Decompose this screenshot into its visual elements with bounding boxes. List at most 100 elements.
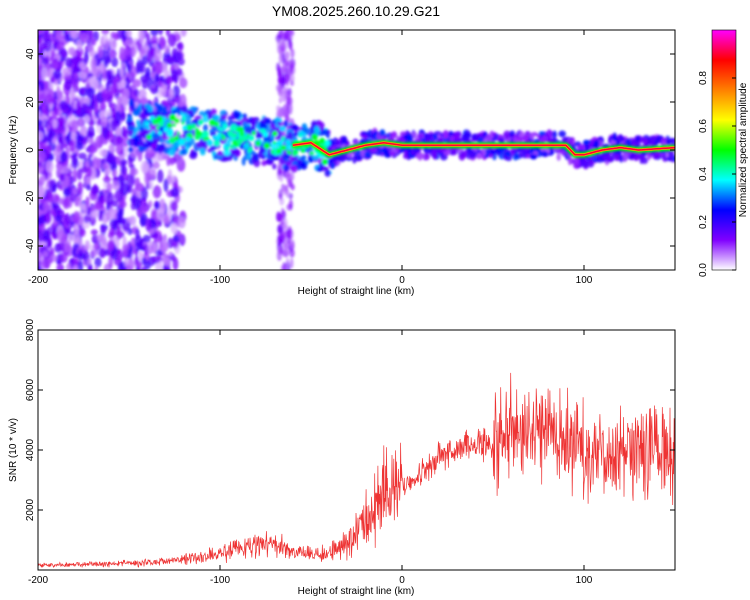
spectrogram-cell [129, 215, 137, 226]
spectrogram-cell [162, 241, 169, 251]
spectrogram-cell [56, 85, 61, 99]
spectrogram-cell [150, 30, 159, 37]
spectrogram-cell [64, 212, 71, 226]
spectrogram-cell [289, 73, 295, 83]
x-tick-label: -200 [28, 275, 48, 286]
spectrogram-cell [112, 168, 118, 178]
spectrogram-cell [476, 152, 482, 160]
spectrogram-cell [210, 108, 217, 116]
spectrogram-cell [41, 67, 48, 80]
spectrogram-cell [311, 155, 320, 160]
spectrogram-cell [89, 145, 98, 153]
y-tick-label: 2000 [25, 498, 36, 521]
spectrogram-cell [529, 154, 538, 160]
spectrogram-cell [182, 125, 188, 131]
spectrogram-cell [168, 157, 175, 166]
spectrogram-cell [57, 229, 66, 244]
spectrogram-cell [176, 131, 180, 135]
spectrogram-cell [185, 143, 190, 150]
spectrogram-cell [63, 242, 72, 253]
spectrogram-cell [248, 135, 255, 142]
spectrogram-cell [540, 150, 549, 157]
spectrogram-cell [538, 131, 545, 136]
spectrogram-cell [88, 263, 93, 270]
spectrogram-cell [225, 146, 230, 151]
spectrogram-cell [145, 122, 149, 126]
spectrogram-cell [94, 100, 99, 114]
spectrogram-cell [529, 133, 535, 138]
spectrogram-cell [281, 63, 286, 74]
spectrogram-cell [120, 111, 126, 122]
spectrogram-cell [262, 131, 269, 138]
spectrogram-cell [290, 164, 298, 173]
spectrogram-cell [248, 146, 253, 152]
spectrogram-cell [69, 193, 76, 203]
spectrogram-cell [181, 121, 185, 125]
spectrogram-cell [55, 125, 64, 136]
spectrogram-cell [120, 159, 128, 166]
y-tick-label: 4000 [25, 438, 36, 461]
spectrogram-cell [391, 131, 398, 139]
spectrogram-cell [512, 136, 518, 143]
spectrogram-cell [172, 234, 180, 243]
spectrogram-cell [276, 212, 282, 222]
spectrogram-cell [90, 57, 97, 71]
spectrogram-cell [145, 171, 151, 184]
y-tick-label: -20 [25, 190, 36, 205]
spectrogram-cell [138, 250, 144, 262]
spectrogram-cell [163, 214, 171, 225]
spectrogram-cell [166, 153, 171, 167]
spectrogram-cell [342, 135, 348, 145]
spectrogram-cell [79, 228, 86, 237]
spectrogram-cell [281, 90, 287, 103]
spectrogram-cell [416, 152, 425, 159]
spectrogram-cell [93, 202, 103, 210]
spectrogram-cell [628, 155, 633, 161]
spectrogram-cell [485, 134, 493, 141]
spectrogram-cell [42, 250, 49, 258]
spectrogram-cell [133, 110, 141, 117]
spectrogram-cell [38, 265, 42, 270]
spectrogram-cell [126, 173, 135, 188]
spectrogram-cell [180, 105, 188, 113]
spectrogram-cell [116, 136, 124, 145]
spectrogram-cell [127, 248, 133, 259]
spectrogram-cell [145, 217, 152, 232]
spectrogram-cell [335, 140, 340, 146]
spectrogram-cell [297, 159, 302, 167]
spectrogram-cell [198, 119, 204, 125]
spectrogram-cell [72, 210, 80, 225]
spectrogram-cell [46, 226, 52, 237]
spectrogram-cell [127, 258, 135, 270]
chart-title: YM08.2025.260.10.29.G21 [272, 3, 440, 19]
spectrogram-cell [504, 150, 511, 157]
spectrogram-cell [139, 126, 145, 132]
spectrogram-cell [164, 257, 171, 267]
spectrogram-cell [58, 252, 68, 263]
spectrogram-cell [168, 136, 176, 144]
spectrogram-cell [147, 105, 154, 113]
spectrogram-cell [323, 166, 329, 171]
spectrogram-cell [212, 135, 217, 140]
spectrogram-cell [649, 135, 657, 142]
spectrogram-cell [613, 153, 621, 162]
spectrogram-cell [116, 249, 123, 262]
spectrogram-cell [288, 41, 292, 50]
spectrogram-cell [261, 160, 267, 166]
spectrogram-cell [215, 135, 222, 141]
spectrogram-cell [38, 119, 43, 127]
y-tick-label: 6000 [25, 378, 36, 401]
spectrogram-cell [299, 156, 306, 161]
spectrogram-cell [625, 139, 632, 145]
spectrogram-cell [206, 136, 210, 141]
spectrogram-cell [567, 156, 573, 166]
spectrogram-cell [259, 147, 266, 154]
colorbar-frame [711, 29, 737, 271]
spectrogram-cell [209, 119, 216, 126]
spectrogram-cell [136, 261, 143, 268]
spectrogram-cell [73, 222, 79, 235]
spectrogram-cell [166, 75, 173, 85]
spectrogram-cell [75, 134, 85, 142]
spectrogram-cell [556, 152, 561, 161]
